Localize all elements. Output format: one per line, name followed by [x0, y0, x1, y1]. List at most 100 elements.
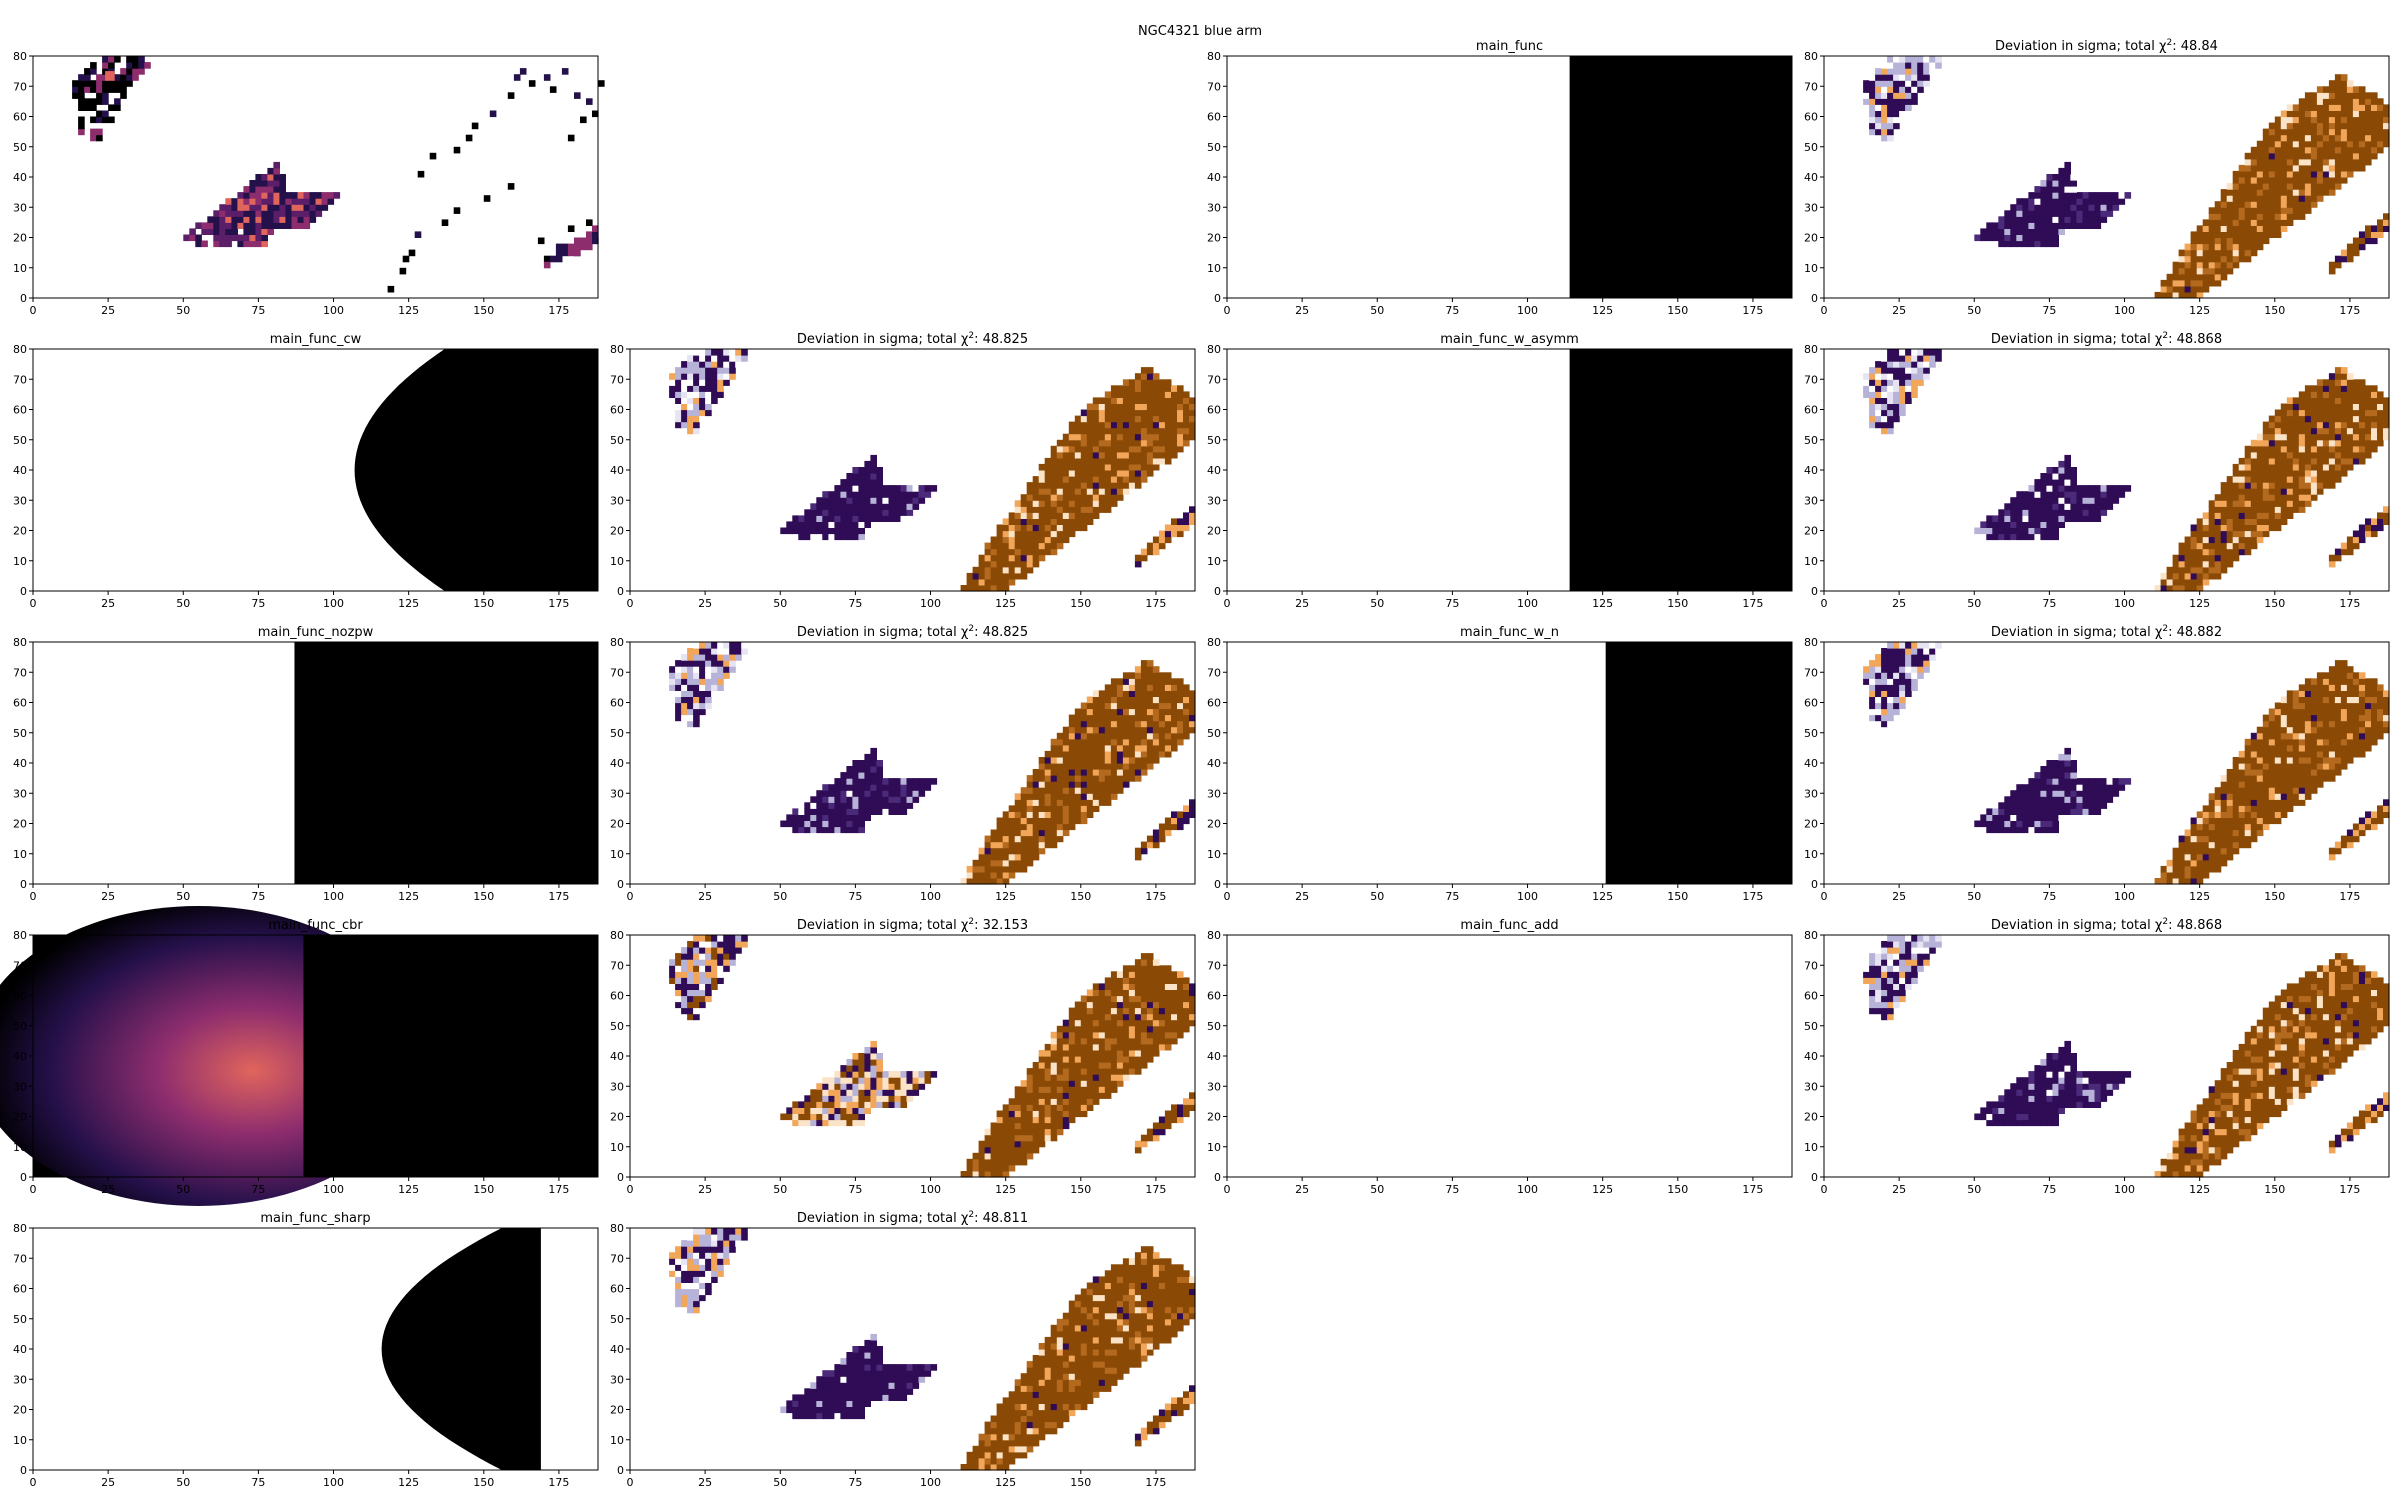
panel-main-func-w-n-10: 0 25 50 75 100 125 150 17501020304050607080main… [1207, 625, 1793, 903]
pixel-cell [2250, 170, 2258, 178]
pixel-cell [2358, 152, 2366, 160]
pixel-cell [2184, 554, 2192, 562]
pixel-cell [2070, 766, 2077, 773]
pixel-cell [1171, 726, 1178, 734]
pixel-cell [675, 660, 682, 667]
pixel-cell [2352, 146, 2360, 154]
pixel-cell [297, 198, 305, 205]
pixel-cell [2280, 463, 2288, 471]
pixel-cell [2190, 261, 2198, 269]
pixel-cell [1086, 488, 1094, 495]
pixel-cell [2358, 140, 2366, 148]
pixel-cell [2082, 485, 2090, 492]
pixel-cell [2322, 134, 2330, 142]
pixel-cell [2371, 714, 2378, 722]
pixel-cell [1056, 811, 1064, 818]
pixel-cell [2334, 451, 2342, 459]
pixel-cell [2040, 503, 2047, 510]
pixel-cell [2178, 548, 2186, 556]
pixel-cell [2365, 708, 2372, 716]
pixel-cell [1881, 397, 1888, 404]
x-tick-label: 75 [1445, 597, 1459, 610]
pixel-cell [2250, 183, 2258, 190]
pixel-cell [2064, 479, 2071, 486]
pixel-cell [2268, 726, 2276, 734]
pixel-cell [2340, 177, 2348, 184]
pixel-cell [2280, 158, 2288, 166]
pixel-cell [822, 808, 829, 815]
pixel-cell [2377, 391, 2384, 398]
pixel-cell [840, 533, 847, 541]
pixel-cell [1164, 379, 1172, 386]
pixel-cell [2184, 572, 2192, 580]
pixel-cell [2304, 403, 2312, 411]
pixel-cell [2328, 140, 2336, 148]
pixel-cell [1098, 732, 1106, 740]
pixel-cell [2352, 690, 2360, 697]
pixel-cell [2202, 249, 2210, 257]
x-tick-label: 125 [1592, 890, 1613, 903]
pixel-cell [1002, 817, 1010, 825]
pixel-cell [2268, 482, 2276, 489]
pixel-cell [966, 871, 974, 879]
pixel-cell [2022, 527, 2029, 535]
pixel-cell [1171, 684, 1178, 691]
pixel-cell [864, 467, 871, 474]
pixel-cell [2262, 817, 2270, 825]
pixel-cell [555, 243, 563, 251]
pixel-cell [2328, 672, 2336, 679]
pixel-cell [2310, 720, 2318, 728]
pixel-cell [1911, 373, 1918, 380]
pixel-cell [900, 784, 908, 791]
y-tick-label: 80 [610, 636, 624, 649]
pixel-cell [2334, 134, 2342, 142]
pixel-cell [2268, 470, 2276, 477]
pixel-cell [2310, 470, 2318, 477]
panel-title: Deviation in sigma; total χ2: 48.825 [797, 331, 1028, 347]
pixel-cell [978, 871, 986, 879]
pixel-cell [2365, 684, 2372, 691]
pixel-cell [2100, 198, 2108, 205]
pixel-cell [2280, 799, 2288, 806]
pixel-cell [1086, 427, 1094, 435]
pixel-cell [687, 391, 694, 398]
pixel-cell [2046, 503, 2053, 510]
pixel-cell [1128, 684, 1136, 691]
pixel-cell [2377, 817, 2384, 825]
pixel-cell [2004, 527, 2011, 535]
pixel-cell [2154, 291, 2162, 299]
pixel-cell [1098, 482, 1106, 489]
pixel-cell [870, 485, 877, 492]
pixel-cell [2232, 500, 2240, 507]
pixel-cell [1050, 445, 1058, 453]
pixel-cell [1893, 660, 1900, 667]
pixel-cell [2022, 210, 2029, 217]
pixel-cell [1032, 530, 1040, 538]
pixel-cell [1158, 409, 1166, 417]
pixel-cell [429, 152, 437, 160]
pixel-cell [2100, 216, 2108, 223]
pixel-cell [309, 216, 317, 223]
pixel-cell [2274, 122, 2282, 130]
pixel-cell [249, 180, 256, 187]
pixel-cell [1980, 820, 1987, 828]
pixel-cell [78, 92, 85, 99]
pixel-cell [1152, 690, 1160, 697]
pixel-cell [1032, 805, 1040, 812]
pixel-cell [699, 708, 706, 716]
pixel-cell [978, 853, 986, 861]
pixel-cell [2238, 506, 2246, 513]
pixel-cell [1038, 500, 1046, 507]
pixel-cell [2256, 146, 2264, 154]
pixel-cell [2383, 811, 2390, 818]
pixel-cell [201, 222, 208, 229]
pixel-cell [1044, 536, 1052, 544]
pixel-cell [1171, 708, 1178, 716]
pixel-cell [1146, 445, 1154, 453]
pixel-cell [2286, 134, 2294, 142]
pixel-cell [1998, 216, 2005, 223]
pixel-cell [1128, 690, 1136, 697]
pixel-cell [2178, 279, 2186, 287]
pixel-cell [1026, 787, 1034, 794]
pixel-cell [834, 778, 841, 785]
